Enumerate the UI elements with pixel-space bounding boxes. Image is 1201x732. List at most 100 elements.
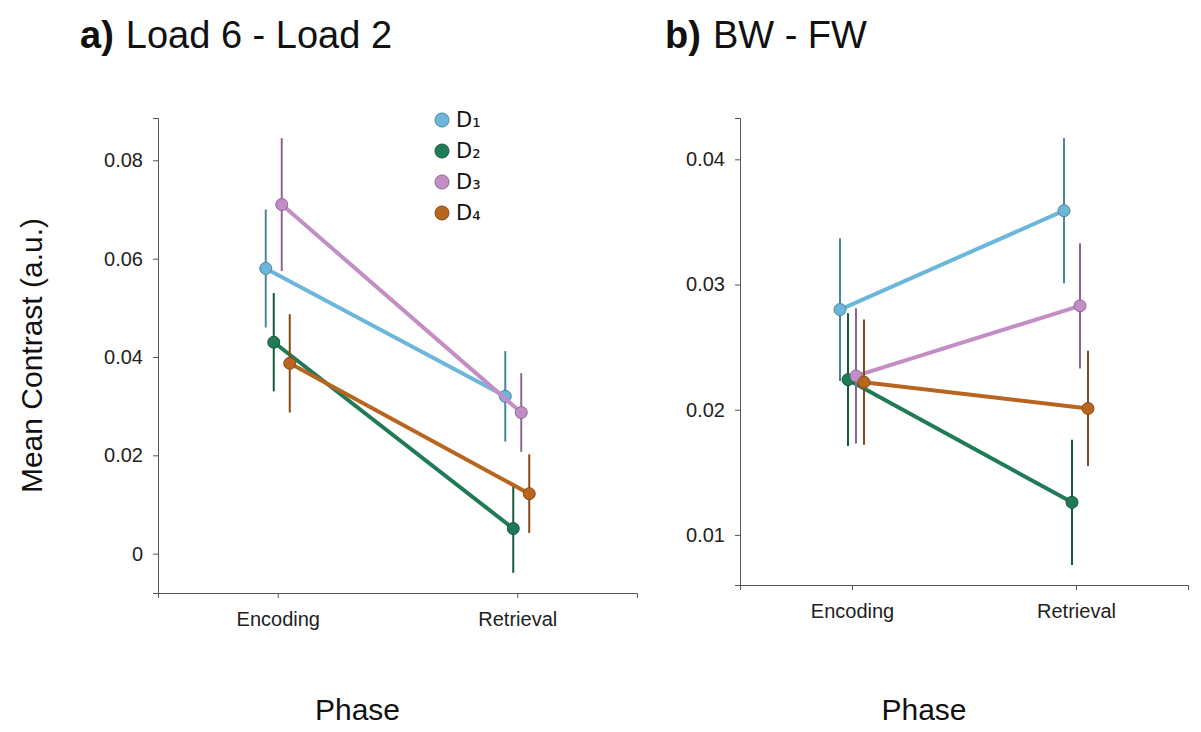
x-axis-title: Phase: [315, 693, 400, 726]
series: [858, 320, 1094, 466]
x-axis: Encoding Retrieval: [741, 585, 1189, 622]
x-tick-mark: [517, 593, 518, 598]
series: [842, 313, 1078, 565]
y-tick-mark: [153, 455, 158, 456]
data-point: [276, 199, 288, 211]
legend-marker: [435, 113, 449, 127]
x-tick-label: Retrieval: [1037, 600, 1116, 622]
legend-label: D₄: [456, 201, 481, 225]
data-point: [858, 376, 870, 388]
legend-label: D₁: [456, 108, 481, 132]
y-tick: 0.01: [686, 524, 740, 546]
y-tick: 0.04: [104, 346, 158, 368]
x-tick: Retrieval: [478, 593, 557, 630]
data-point: [507, 523, 519, 535]
data-point: [260, 262, 272, 274]
plot-area: [834, 138, 1094, 565]
title-text: Load 6 - Load 2: [126, 14, 392, 56]
x-axis-title: Phase: [881, 693, 966, 726]
y-axis-title: Mean Contrast (a.u.): [15, 218, 48, 493]
y-tick-label: 0.06: [104, 248, 143, 270]
legend: D₁ D₂ D₃ D₄: [435, 108, 481, 225]
series-line: [864, 382, 1088, 408]
data-point: [1066, 496, 1078, 508]
y-tick: 0.02: [686, 399, 740, 421]
panel-letter: b): [665, 14, 701, 56]
y-tick-mark: [153, 357, 158, 358]
legend-item: D₂: [435, 139, 481, 163]
series-line: [290, 363, 530, 493]
y-tick: 0.06: [104, 248, 158, 270]
legend-marker: [435, 175, 449, 189]
y-tick-label: 0.04: [104, 346, 143, 368]
panel-letter: a): [80, 14, 114, 56]
x-axis-line: [159, 594, 638, 599]
data-point: [284, 357, 296, 369]
x-tick: Encoding: [237, 593, 320, 630]
y-axis: 0 0.02 0.04 0.06 0.08: [104, 119, 158, 594]
x-axis: Encoding Retrieval: [159, 593, 638, 630]
data-point: [834, 304, 846, 316]
series-line: [840, 211, 1064, 310]
y-tick-label: 0.02: [104, 444, 143, 466]
legend-item: D₁: [435, 108, 481, 132]
series-line: [282, 205, 522, 413]
y-tick-label: 0.02: [686, 399, 725, 421]
series-line: [848, 380, 1072, 503]
y-axis: 0.01 0.02 0.03 0.04: [686, 119, 740, 586]
title-text: BW - FW: [713, 14, 867, 56]
y-tick-mark: [735, 285, 740, 286]
panel-title: b) BW - FW: [665, 14, 867, 56]
y-tick: 0.08: [104, 149, 158, 171]
y-tick: 0.02: [104, 444, 158, 466]
legend-marker: [435, 144, 449, 158]
y-tick: 0: [132, 543, 158, 565]
series: [260, 209, 512, 441]
data-point: [1058, 205, 1070, 217]
x-tick-label: Encoding: [811, 600, 894, 622]
plot-area: [260, 138, 536, 573]
x-tick: Retrieval: [1037, 585, 1116, 622]
x-tick: Encoding: [811, 585, 894, 622]
panel-title: a) Load 6 - Load 2: [80, 14, 392, 56]
y-tick-mark: [735, 159, 740, 160]
series: [276, 138, 528, 452]
x-tick-label: Retrieval: [478, 608, 557, 630]
legend-item: D₄: [435, 201, 481, 225]
series-line: [266, 268, 506, 396]
y-tick-mark: [735, 535, 740, 536]
data-point: [515, 407, 527, 419]
y-tick-label: 0.03: [686, 273, 725, 295]
panel: a) Load 6 - Load 2 0 0.02 0.04 0.06 0.08 Encodi…: [15, 14, 638, 726]
y-tick-mark: [153, 259, 158, 260]
y-tick-label: 0.04: [686, 148, 725, 170]
x-tick-label: Encoding: [237, 608, 320, 630]
series: [284, 314, 536, 533]
series-line: [856, 306, 1080, 376]
data-point: [1074, 300, 1086, 312]
y-tick-mark: [153, 160, 158, 161]
series-line: [274, 342, 514, 528]
data-point: [523, 488, 535, 500]
y-axis-line: [153, 119, 159, 594]
y-tick-mark: [153, 554, 158, 555]
x-tick-mark: [852, 585, 853, 590]
legend-item: D₃: [435, 170, 481, 194]
legend-label: D₃: [456, 170, 481, 194]
y-tick-label: 0.08: [104, 149, 143, 171]
y-tick: 0.03: [686, 273, 740, 295]
y-tick: 0.04: [686, 148, 740, 170]
legend-label: D₂: [456, 139, 481, 163]
y-axis-line: [735, 119, 741, 586]
legend-marker: [435, 206, 449, 220]
panel: b) BW - FW 0.01 0.02 0.03 0.04 Encoding Retriev…: [665, 14, 1189, 726]
series: [268, 293, 520, 573]
figure: a) Load 6 - Load 2 0 0.02 0.04 0.06 0.08 Encodi…: [0, 0, 1201, 732]
x-tick-mark: [278, 593, 279, 598]
x-axis-line: [741, 586, 1189, 591]
series: [850, 243, 1086, 443]
y-tick-label: 0.01: [686, 524, 725, 546]
data-point: [1082, 402, 1094, 414]
x-tick-mark: [1076, 585, 1077, 590]
y-tick-mark: [735, 410, 740, 411]
